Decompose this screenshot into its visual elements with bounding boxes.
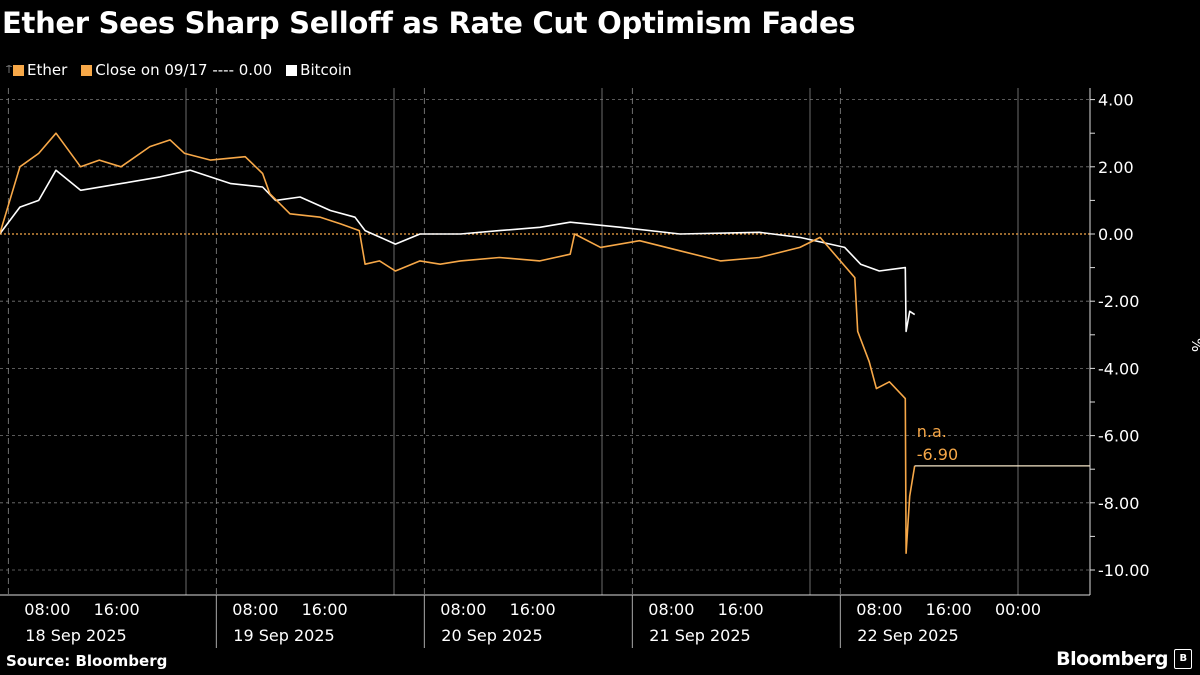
x-day-label: 20 Sep 2025	[441, 626, 542, 645]
bloomberg-mark-icon: B	[1174, 649, 1192, 669]
y-tick-label: 0.00	[1098, 225, 1134, 244]
x-day-label: 19 Sep 2025	[233, 626, 334, 645]
x-tick-label: 08:00	[856, 600, 902, 619]
legend-label: Ether	[27, 61, 68, 79]
x-tick-label: 00:00	[995, 600, 1041, 619]
x-tick-label: 08:00	[648, 600, 694, 619]
series-line-ether	[0, 132, 916, 555]
x-tick-label: 16:00	[926, 600, 972, 619]
y-tick-label: -4.00	[1098, 359, 1139, 378]
legend-label: Bitcoin	[300, 61, 352, 79]
legend: ⍑ Ether Close on 09/17 ---- 0.00 Bitcoin	[6, 61, 366, 79]
x-day-label: 22 Sep 2025	[857, 626, 958, 645]
bitcoin-swatch	[286, 64, 298, 76]
chart-title: Ether Sees Sharp Selloff as Rate Cut Opt…	[2, 6, 856, 40]
logo-text: Bloomberg	[1056, 648, 1168, 670]
y-tick-label: -8.00	[1098, 494, 1139, 513]
y-tick-label: -2.00	[1098, 292, 1139, 311]
series-line-bitcoin	[0, 169, 916, 333]
legend-item-bitcoin[interactable]: Bitcoin	[286, 61, 352, 79]
bloomberg-logo: Bloomberg B	[1056, 648, 1192, 670]
x-tick-label: 08:00	[24, 600, 70, 619]
y-tick-label: -10.00	[1098, 561, 1150, 580]
x-day-label: 18 Sep 2025	[25, 626, 126, 645]
legend-item-ether[interactable]: ⍑ Ether	[6, 61, 67, 79]
y-tick-label: 4.00	[1098, 91, 1134, 110]
y-tick-label: -6.00	[1098, 427, 1139, 446]
x-tick-label: 16:00	[302, 600, 348, 619]
pin-icon: ⍑	[6, 64, 12, 76]
annotation-last-value: -6.90	[917, 445, 958, 464]
x-tick-label: 16:00	[94, 600, 140, 619]
x-day-label: 21 Sep 2025	[649, 626, 750, 645]
legend-label: Close on 09/17 ---- 0.00	[95, 61, 273, 79]
source-note: Source: Bloomberg	[6, 652, 168, 670]
ether-swatch	[13, 64, 24, 76]
x-tick-label: 16:00	[718, 600, 764, 619]
close-swatch	[81, 64, 93, 76]
x-tick-label: 08:00	[232, 600, 278, 619]
x-tick-label: 08:00	[440, 600, 486, 619]
legend-item-close[interactable]: Close on 09/17 ---- 0.00	[81, 61, 272, 79]
annotation-na: n.a.	[917, 422, 947, 441]
y-tick-label: 2.00	[1098, 158, 1134, 177]
y-axis-label: %	[1188, 338, 1200, 352]
x-tick-label: 16:00	[510, 600, 556, 619]
